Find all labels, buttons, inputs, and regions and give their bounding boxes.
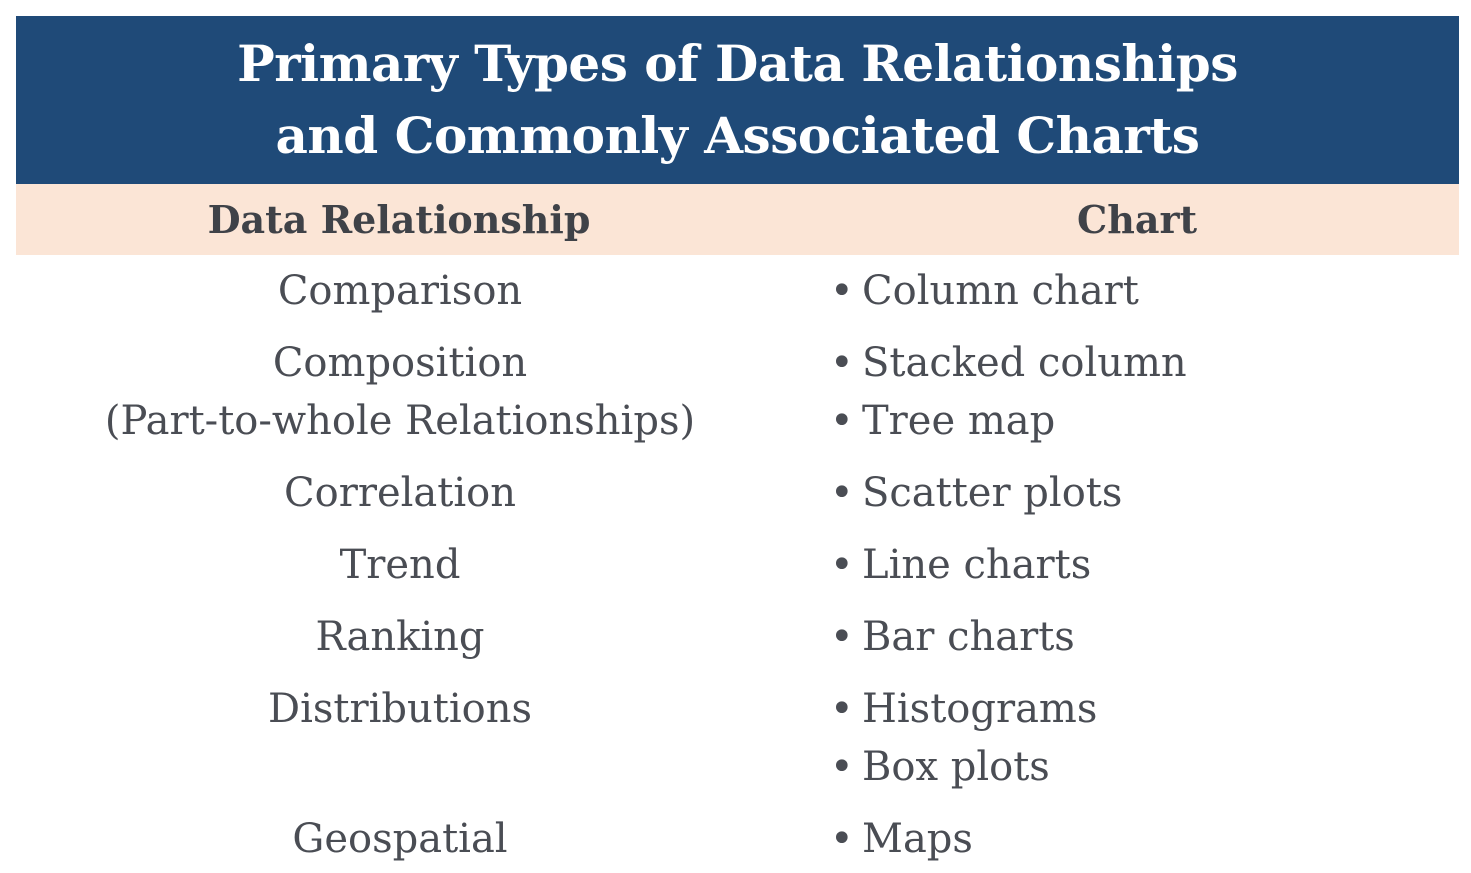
chart-label: Scatter plots [862, 470, 1123, 516]
bullet-icon: • [830, 398, 854, 444]
bullet-icon: • [830, 268, 854, 314]
chart-label: Box plots [862, 744, 1050, 790]
bullet-icon: • [830, 614, 854, 660]
bullet-icon: • [830, 816, 854, 862]
title-banner: Primary Types of Data Relationships and … [16, 16, 1459, 184]
chart-item: • Maps [830, 810, 973, 868]
chart-item: • Stacked column [830, 334, 1187, 392]
relationship-comparison: Comparison [277, 268, 523, 314]
chart-label: Bar charts [862, 614, 1075, 660]
bullet-icon: • [830, 744, 854, 790]
chart-label: Tree map [862, 398, 1056, 444]
column-header-data-relationship: Data Relationship [207, 197, 591, 242]
relationship-geospatial: Geospatial [292, 816, 508, 862]
title-line-1: Primary Types of Data Relationships [237, 34, 1238, 93]
column-header-row: Data Relationship Chart [16, 184, 1459, 255]
chart-label: Line charts [862, 542, 1092, 588]
title-line-2: and Commonly Associated Charts [275, 106, 1200, 165]
chart-label: Maps [862, 816, 973, 862]
relationship-ranking: Ranking [315, 614, 485, 660]
chart-item: • Scatter plots [830, 464, 1122, 522]
bullet-icon: • [830, 470, 854, 516]
chart-label: Column chart [862, 268, 1139, 314]
chart-item: • Tree map [830, 392, 1055, 450]
relationship-trend: Trend [339, 542, 461, 588]
chart-label: Stacked column [862, 340, 1187, 386]
relationship-correlation: Correlation [284, 470, 516, 516]
chart-item: • Box plots [830, 738, 1050, 796]
bullet-icon: • [830, 542, 854, 588]
chart-item: • Line charts [830, 536, 1091, 594]
chart-item: • Histograms [830, 680, 1097, 738]
chart-item: • Bar charts [830, 608, 1075, 666]
chart-label: Histograms [862, 686, 1098, 732]
column-header-chart: Chart [1076, 197, 1198, 242]
relationship-distributions: Distributions [268, 686, 532, 732]
bullet-icon: • [830, 340, 854, 386]
relationship-composition-subtitle: (Part-to-whole Relationships) [104, 398, 696, 444]
chart-item: • Column chart [830, 262, 1139, 320]
relationship-composition: Composition [272, 340, 528, 386]
bullet-icon: • [830, 686, 854, 732]
